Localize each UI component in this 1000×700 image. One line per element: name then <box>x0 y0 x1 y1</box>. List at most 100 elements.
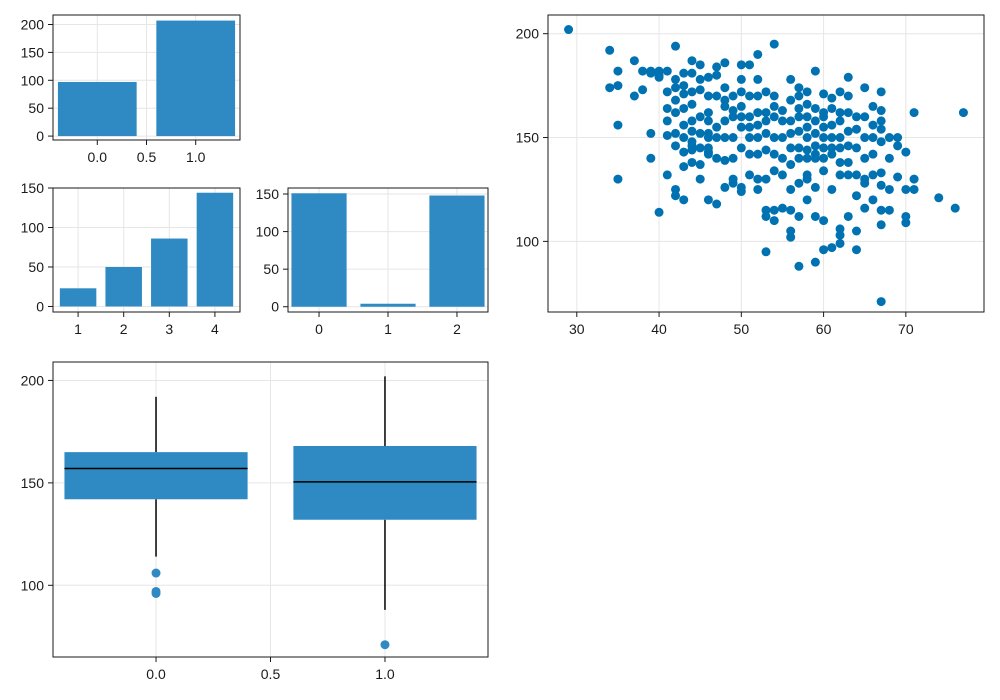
scatter-point <box>794 91 804 101</box>
scatter-point <box>794 178 804 188</box>
x-tick-label: 1.0 <box>375 666 395 682</box>
bar <box>196 192 234 307</box>
scatter-point <box>835 224 845 234</box>
scatter-point <box>679 162 689 172</box>
scatter-point <box>786 74 796 84</box>
scatter-point <box>794 143 804 153</box>
scatter-point <box>728 178 738 188</box>
y-tick-label: 100 <box>21 72 45 88</box>
scatter-point <box>695 128 705 138</box>
scatter-point <box>901 184 911 194</box>
scatter-point <box>819 216 829 226</box>
scatter-point <box>662 170 672 180</box>
bar <box>360 303 416 307</box>
scatter-point <box>860 178 870 188</box>
scatter-point <box>703 108 713 118</box>
scatter-point <box>761 108 771 118</box>
x-tick-label: 0.0 <box>146 666 166 682</box>
scatter-point <box>613 120 623 130</box>
scatter-point <box>753 133 763 143</box>
scatter-point <box>909 184 919 194</box>
scatter-point <box>810 153 820 163</box>
scatter-point <box>695 160 705 170</box>
scatter-point <box>868 149 878 159</box>
scatter-point <box>662 116 672 126</box>
scatter-point <box>605 45 615 55</box>
scatter-point <box>843 170 853 180</box>
scatter-point <box>958 108 968 118</box>
scatter-point <box>761 87 771 97</box>
scatter-point <box>761 128 771 138</box>
scatter-point <box>712 199 722 209</box>
scatter-point <box>819 89 829 99</box>
scatter-point <box>843 141 853 151</box>
scatter-point <box>679 147 689 157</box>
scatter-point <box>786 205 796 215</box>
x-tick-label: 50 <box>734 321 750 337</box>
scatter-point <box>843 91 853 101</box>
y-tick-label: 0 <box>271 299 279 315</box>
scatter-point <box>646 68 656 78</box>
scatter-point <box>671 191 681 201</box>
scatter-point <box>810 103 820 113</box>
scatter-point <box>761 174 771 184</box>
scatter-point <box>695 112 705 122</box>
scatter-point <box>777 153 787 163</box>
scatter-point <box>835 170 845 180</box>
scatter-point <box>819 245 829 255</box>
scatter-point <box>671 95 681 105</box>
scatter-point <box>794 112 804 122</box>
y-tick-label: 50 <box>28 100 44 116</box>
bar <box>291 193 347 307</box>
scatter-point <box>638 85 648 95</box>
scatter-point <box>638 66 648 76</box>
scatter-point <box>613 81 623 91</box>
scatter-point <box>835 143 845 153</box>
box-plot-bottom-left: 0.0 0.5 1.0 100 150 200 <box>21 361 489 682</box>
scatter-point <box>745 133 755 143</box>
scatter-point <box>802 174 812 184</box>
box <box>64 452 248 500</box>
scatter-point <box>720 133 730 143</box>
scatter-point <box>827 93 837 103</box>
y-tick-label: 150 <box>516 130 540 146</box>
scatter-point <box>671 128 681 138</box>
scatter-point <box>769 216 779 226</box>
scatter-point <box>745 149 755 159</box>
scatter-point <box>679 195 689 205</box>
scatter-point <box>769 149 779 159</box>
scatter-point <box>794 153 804 163</box>
scatter-point <box>810 211 820 221</box>
box <box>293 445 477 520</box>
scatter-point <box>851 191 861 201</box>
scatter-point <box>761 116 771 126</box>
scatter-point <box>794 83 804 93</box>
scatter-point <box>728 133 738 143</box>
scatter-point <box>695 85 705 95</box>
scatter-point <box>843 108 853 118</box>
scatter-point <box>679 81 689 91</box>
y-tick-label: 150 <box>21 475 45 491</box>
scatter-point <box>876 116 886 126</box>
scatter-point <box>695 74 705 84</box>
scatter-point <box>736 87 746 97</box>
scatter-point <box>654 207 664 217</box>
scatter-point <box>720 116 730 126</box>
scatter-point <box>876 297 886 307</box>
scatter-point <box>819 133 829 143</box>
scatter-point <box>901 147 911 157</box>
scatter-point <box>728 91 738 101</box>
x-tick-label: 1.0 <box>186 149 206 165</box>
scatter-point <box>720 155 730 165</box>
bar <box>429 195 485 307</box>
scatter-point <box>687 87 697 97</box>
scatter-point <box>769 112 779 122</box>
x-tick-label: 0.5 <box>261 666 281 682</box>
scatter-point <box>827 120 837 130</box>
scatter-point <box>613 174 623 184</box>
y-tick-label: 100 <box>516 233 540 249</box>
scatter-point <box>720 101 730 111</box>
scatter-point <box>876 106 886 116</box>
scatter-point <box>802 112 812 122</box>
